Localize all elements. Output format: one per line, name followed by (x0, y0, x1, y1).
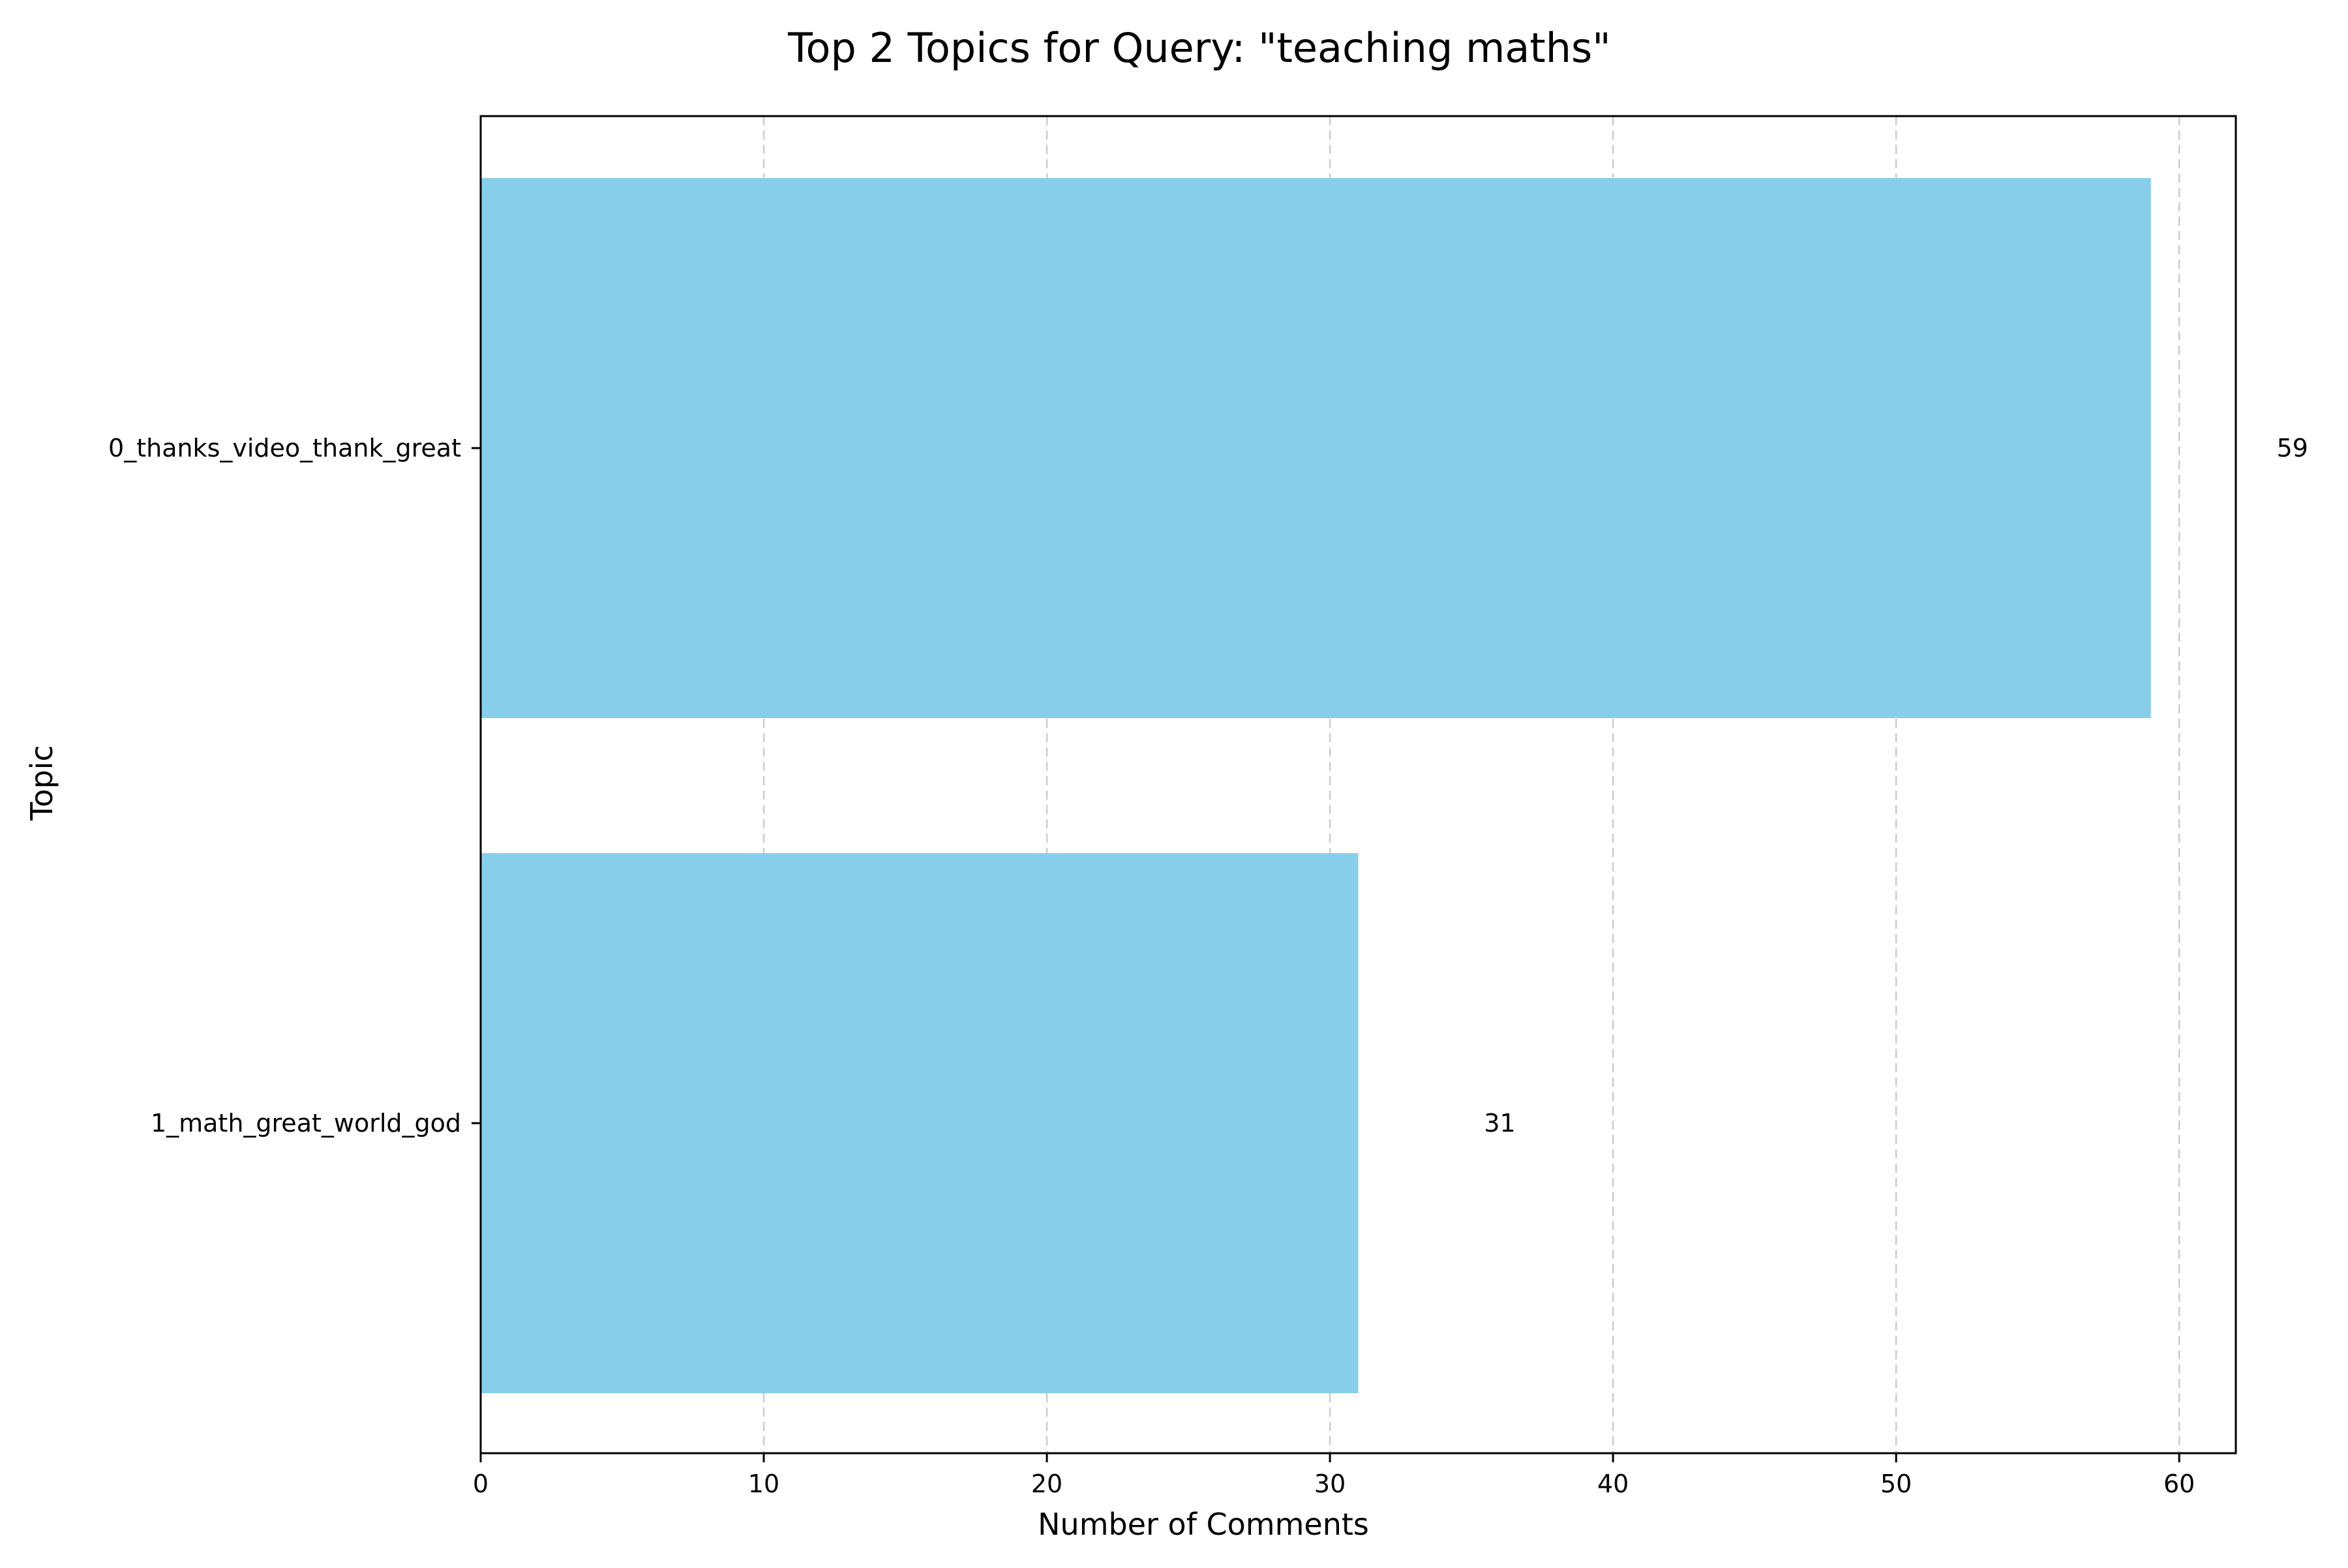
bar-1 (481, 853, 1359, 1393)
bar-0 (481, 178, 2151, 718)
y-tick-label-0: 0_thanks_video_thank_great (108, 434, 461, 462)
x-tick-label-20: 20 (1031, 1470, 1062, 1498)
plot-frame (479, 115, 2237, 1455)
bars (481, 178, 2151, 1393)
x-axis-ticks: 0 10 20 30 40 50 60 (473, 1453, 2195, 1498)
data-label-0: 59 (2277, 434, 2308, 462)
x-tick-label-30: 30 (1314, 1470, 1346, 1498)
chart-title: Top 2 Topics for Query: "teaching maths" (787, 24, 1611, 72)
x-tick-label-40: 40 (1597, 1470, 1629, 1498)
x-tick-label-0: 0 (473, 1470, 489, 1498)
x-axis-label: Number of Comments (1038, 1507, 1369, 1542)
y-axis-ticks: 0_thanks_video_thank_great 1_math_great_w… (108, 434, 481, 1138)
y-tick-label-1: 1_math_great_world_god (151, 1109, 461, 1138)
x-tick-label-50: 50 (1880, 1470, 1912, 1498)
x-tick-label-60: 60 (2163, 1470, 2195, 1498)
y-axis-label: Topic (24, 745, 59, 821)
data-label-1: 31 (1484, 1109, 1515, 1138)
x-tick-label-10: 10 (748, 1470, 779, 1498)
data-labels: 59 31 (1484, 434, 2308, 1138)
